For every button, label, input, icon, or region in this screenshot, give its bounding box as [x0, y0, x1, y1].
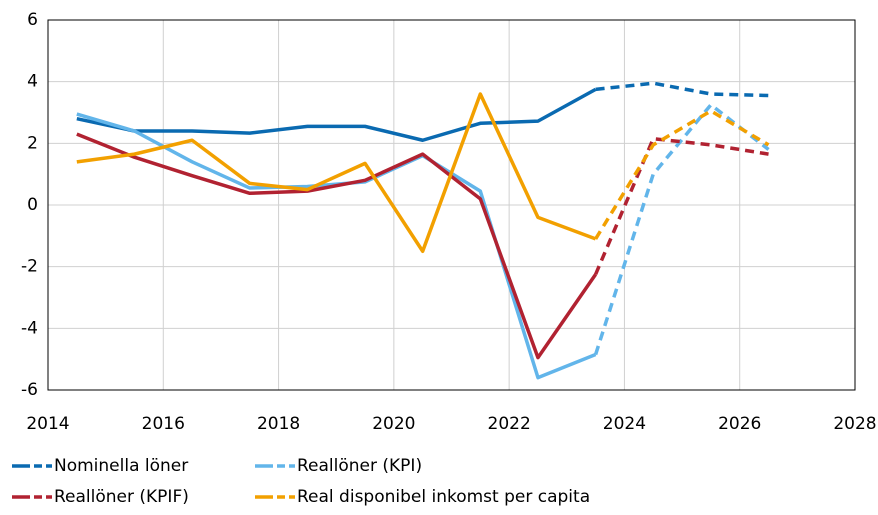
- legend-label: Reallöner (KPIF): [54, 487, 189, 507]
- y-tick-label: 2: [27, 133, 38, 153]
- x-tick-label: 2016: [142, 414, 185, 434]
- y-tick-label: -2: [21, 257, 38, 277]
- y-tick-label: 4: [27, 72, 38, 92]
- series-line: [76, 87, 597, 142]
- legend-label: Reallöner (KPI): [297, 456, 422, 476]
- y-tick-label: -4: [21, 318, 38, 338]
- series-line-forecast: [594, 109, 770, 240]
- plot-frame: [47, 19, 856, 391]
- legend-label: Nominella löner: [54, 456, 188, 476]
- x-tick-label: 2020: [372, 414, 415, 434]
- series-line: [76, 132, 598, 360]
- series-line: [76, 92, 597, 253]
- x-tick-label: 2022: [488, 414, 531, 434]
- series-line-forecast: [593, 136, 769, 276]
- y-tick-label: 0: [27, 195, 38, 215]
- x-tick-label: 2024: [603, 414, 646, 434]
- x-tick-label: 2014: [26, 414, 69, 434]
- legend-label: Real disponibel inkomst per capita: [297, 487, 590, 507]
- x-tick-label: 2026: [718, 414, 761, 434]
- y-tick-label: 6: [27, 10, 38, 30]
- y-tick-label: -6: [21, 380, 38, 400]
- series-line: [76, 112, 597, 380]
- series-line-forecast: [593, 103, 770, 356]
- x-tick-label: 2018: [257, 414, 300, 434]
- x-tick-label: 2028: [833, 414, 876, 434]
- series-line-forecast: [595, 81, 769, 98]
